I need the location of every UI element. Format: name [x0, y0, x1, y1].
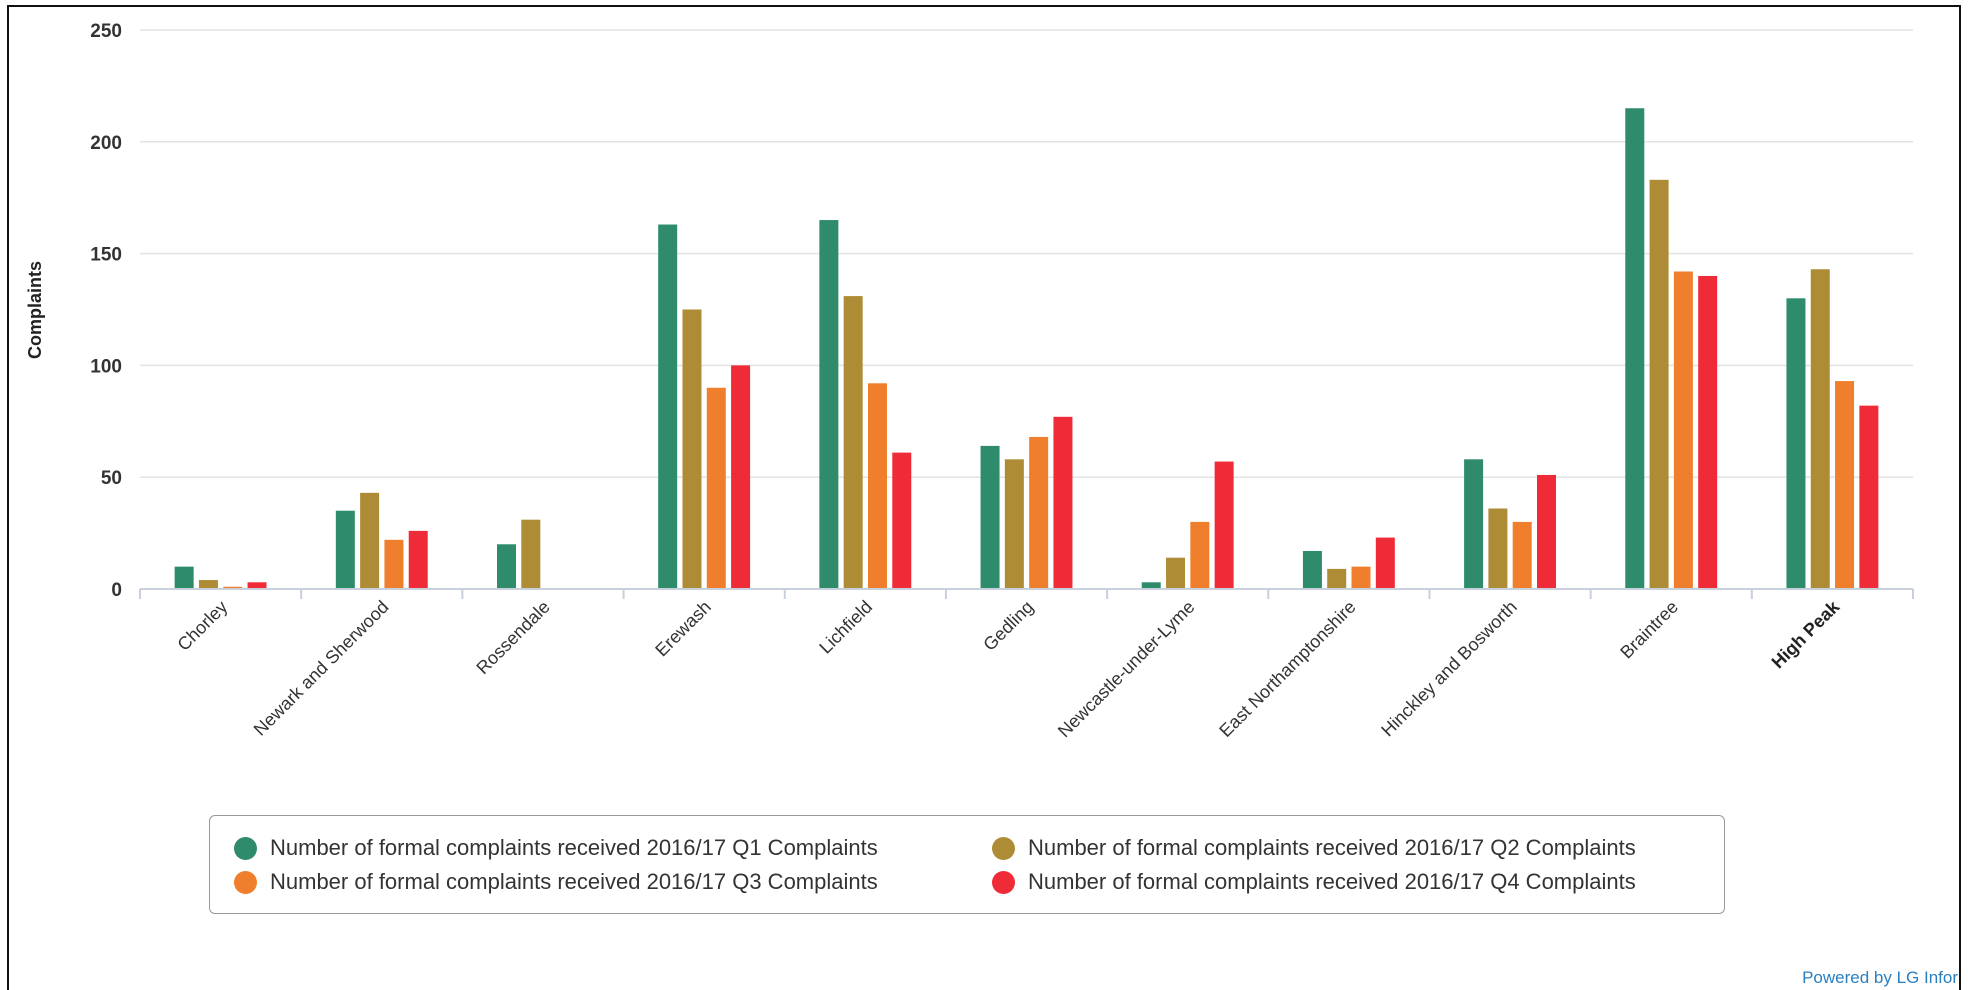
y-tick-label: 100 [90, 356, 122, 377]
bar[interactable] [1488, 508, 1508, 589]
y-tick-label: 250 [90, 21, 122, 42]
y-tick-label: 200 [90, 133, 122, 154]
bar[interactable] [1166, 557, 1186, 589]
bar[interactable] [521, 519, 541, 589]
bar[interactable] [174, 566, 194, 589]
bar[interactable] [1810, 269, 1830, 589]
legend-item-q4[interactable]: Number of formal complaints received 201… [992, 869, 1636, 895]
bar[interactable] [1649, 179, 1669, 589]
legend-dot-q2 [992, 836, 1015, 860]
legend-dot-q3 [234, 870, 257, 894]
x-tick-label: East Northamptonshire [1215, 597, 1359, 741]
bar[interactable] [1786, 298, 1806, 589]
bar[interactable] [1859, 405, 1879, 589]
bar[interactable] [1375, 537, 1395, 589]
legend-label-q2: Number of formal complaints received 201… [1028, 835, 1636, 860]
bar[interactable] [819, 220, 839, 589]
bar[interactable] [892, 452, 912, 589]
bar[interactable] [980, 445, 1000, 589]
bar[interactable] [731, 365, 751, 589]
bar[interactable] [1536, 474, 1556, 589]
legend-label-q3: Number of formal complaints received 201… [270, 869, 878, 894]
bar[interactable] [1141, 582, 1161, 589]
legend-item-q1[interactable]: Number of formal complaints received 201… [234, 835, 878, 861]
legend-dot-q1 [234, 836, 257, 860]
bar[interactable] [706, 387, 726, 589]
y-tick-label: 150 [90, 245, 122, 266]
bar[interactable] [497, 544, 517, 589]
bar[interactable] [867, 383, 887, 589]
bar[interactable] [1004, 459, 1024, 589]
x-tick-label: Gedling [979, 597, 1037, 655]
y-tick-label: 50 [101, 468, 122, 489]
legend-label-q4: Number of formal complaints received 201… [1028, 869, 1636, 894]
bar[interactable] [1625, 108, 1645, 589]
bar[interactable] [1053, 416, 1073, 589]
x-tick-label: Hinckley and Bosworth [1377, 597, 1521, 741]
bar[interactable] [682, 309, 702, 590]
bar[interactable] [408, 530, 428, 589]
bar[interactable] [1673, 271, 1693, 589]
bars [174, 108, 1879, 590]
bar[interactable] [360, 492, 380, 589]
bar[interactable] [1214, 461, 1234, 589]
y-axis-ticks: 0 50 100 150 200 250 [90, 21, 122, 601]
legend-dot-q4 [992, 870, 1015, 894]
bar[interactable] [1698, 275, 1718, 589]
x-tick-label: High Peak [1768, 596, 1844, 672]
bar[interactable] [198, 580, 218, 589]
bar[interactable] [1351, 566, 1371, 589]
x-tick-label: Chorley [173, 597, 231, 655]
bar[interactable] [1512, 521, 1532, 589]
x-tick-label: Braintree [1616, 597, 1682, 663]
bar[interactable] [247, 582, 267, 589]
x-axis-ticks: Chorley Newark and Sherwood Rossendale Erew… [173, 596, 1844, 741]
x-tick-label: Newark and Sherwood [250, 597, 393, 740]
legend: Number of formal complaints received 201… [209, 815, 1725, 914]
x-axis [139, 588, 1914, 599]
bar[interactable] [1029, 436, 1049, 589]
y-tick-label: 0 [111, 580, 122, 601]
bar[interactable] [384, 539, 404, 589]
bar[interactable] [223, 586, 243, 589]
y-axis-label: Complaints [25, 261, 45, 359]
legend-item-q2[interactable]: Number of formal complaints received 201… [992, 835, 1636, 861]
legend-item-q3[interactable]: Number of formal complaints received 201… [234, 869, 878, 895]
x-tick-label: Erewash [651, 597, 715, 661]
bar[interactable] [1835, 381, 1855, 589]
x-tick-label: Rossendale [472, 597, 553, 678]
bar[interactable] [1327, 568, 1347, 589]
x-tick-label: Lichfield [815, 597, 876, 658]
bar[interactable] [1302, 550, 1322, 589]
bar[interactable] [843, 296, 863, 589]
x-tick-label: Newcastle-under-Lyme [1054, 597, 1199, 742]
bar[interactable] [1190, 521, 1210, 589]
bar[interactable] [335, 510, 355, 589]
legend-label-q1: Number of formal complaints received 201… [270, 835, 878, 860]
bar[interactable] [1464, 459, 1484, 589]
bar[interactable] [658, 224, 678, 590]
gridlines [140, 29, 1913, 478]
powered-by-link[interactable]: Powered by LG Infor [1802, 968, 1958, 987]
